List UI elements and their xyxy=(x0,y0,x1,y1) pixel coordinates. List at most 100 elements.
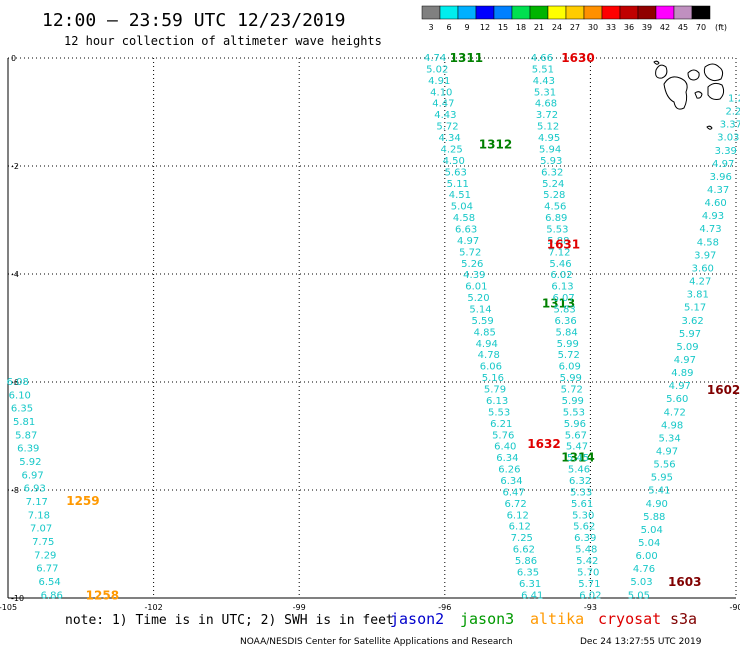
wave-height-value: 4.72 xyxy=(664,407,686,418)
legend-label: 45 xyxy=(678,23,688,32)
wave-height-value: 5.30 xyxy=(572,510,594,521)
map-title: 12:00 – 23:59 UTC 12/23/2019 xyxy=(42,10,345,31)
wave-height-value: 3.39 xyxy=(715,146,737,157)
wave-height-value: 4.97 xyxy=(669,381,691,392)
wave-height-value: 5.88 xyxy=(643,512,665,523)
wave-height-value: 6.13 xyxy=(486,396,508,407)
wave-height-value: 4.37 xyxy=(707,185,729,196)
legend-swatch xyxy=(529,5,549,20)
wave-height-value: 5.67 xyxy=(565,430,587,441)
wave-height-value: 3.37 xyxy=(720,120,740,131)
wave-height-value: 5.24 xyxy=(542,179,564,190)
track-1314: 1314 xyxy=(561,451,594,465)
wave-height-value: 5.99 xyxy=(560,373,582,384)
wave-height-value: 6.62 xyxy=(513,545,535,556)
wave-height-value: 4.95 xyxy=(538,133,560,144)
wave-height-value: 7.12 xyxy=(548,247,570,258)
legend-swatch xyxy=(493,5,513,20)
legend-label: 15 xyxy=(498,23,508,32)
wave-height-value: 4.10 xyxy=(430,87,452,98)
wave-height-value: 6.07 xyxy=(552,293,574,304)
satellite-name: altika xyxy=(530,610,584,628)
wave-height-value: 6.34 xyxy=(500,476,522,487)
track-time-label: 1631 xyxy=(547,237,580,251)
track-1631: 1631 xyxy=(547,237,580,251)
wave-height-value: 5.34 xyxy=(658,433,680,444)
y-tick-label: -4 xyxy=(11,270,19,279)
wave-height-value: 4.85 xyxy=(474,327,496,338)
color-legend: 3 6 9 12 15 18 21 24 27 30 33 36 39 42 45 70 xyxy=(421,5,711,32)
wave-height-value: 5.16 xyxy=(482,373,504,384)
track-1602: 1.2 2.2 3.37 3.03 3.39 4.97 3.96 4.37 4.60 4.93 4.… xyxy=(628,94,740,602)
wave-height-value: 6.10 xyxy=(9,390,31,401)
legend-swatch xyxy=(601,5,621,20)
wave-height-value: 3.03 xyxy=(717,133,739,144)
track-1630: 4.665.514.435.314.683.725.124.955.945.93… xyxy=(531,51,602,601)
legend-swatch xyxy=(691,5,711,20)
wave-height-value: 5.26 xyxy=(461,259,483,270)
wave-height-value: 4.66 xyxy=(531,53,553,64)
wave-height-value: 7.07 xyxy=(30,524,52,535)
legend-label: 36 xyxy=(624,23,634,32)
wave-height-value: 6.31 xyxy=(519,579,541,590)
wave-height-value: 5.33 xyxy=(570,487,592,498)
wave-height-value: 4.50 xyxy=(443,156,465,167)
wave-height-value: 6.06 xyxy=(480,362,502,373)
wave-height-value: 5.79 xyxy=(484,385,506,396)
wave-height-value: 5.60 xyxy=(666,394,688,405)
wave-height-value: 7.18 xyxy=(28,510,50,521)
satellite-name: jason2 xyxy=(390,610,444,628)
wave-height-value: 5.93 xyxy=(540,156,562,167)
legend-label: 30 xyxy=(588,23,598,32)
wave-height-value: 5.09 xyxy=(676,342,698,353)
wave-height-value: 4.78 xyxy=(478,350,500,361)
wave-height-value: 5.99 xyxy=(562,396,584,407)
legend-label: 27 xyxy=(570,23,580,32)
wave-height-value: 6.35 xyxy=(517,567,539,578)
legend-swatch xyxy=(637,5,657,20)
track-1259: 6.08 6.10 6.35 5.81 5.87 6.39 5.92 6.97 6.93 7.17… xyxy=(7,377,100,601)
track-time-label: 1314 xyxy=(561,451,594,465)
wave-height-value: 5.02 xyxy=(426,64,448,75)
wave-height-value: 5.76 xyxy=(492,430,514,441)
satellite-name: jason3 xyxy=(460,610,514,628)
wave-height-value: 6.86 xyxy=(41,590,63,601)
legend-swatch xyxy=(457,5,477,20)
wave-height-value: 5.63 xyxy=(445,167,467,178)
wave-height-value: 5.72 xyxy=(558,350,580,361)
wave-height-value: 5.42 xyxy=(576,556,598,567)
wave-height-value: 6.54 xyxy=(38,577,60,588)
wave-height-value: 4.51 xyxy=(449,190,471,201)
wave-height-value: 3.72 xyxy=(536,110,558,121)
legend-swatch xyxy=(619,5,639,20)
wave-height-value: 6.02 xyxy=(579,590,601,601)
y-tick-label: -6 xyxy=(11,378,19,387)
wave-height-value: 4.90 xyxy=(646,499,668,510)
track-1603: 1603 xyxy=(668,575,701,589)
legend-swatch xyxy=(439,5,459,20)
wave-height-value: 4.68 xyxy=(535,99,557,110)
wave-height-value: 7.17 xyxy=(26,497,48,508)
wave-height-value: 6.12 xyxy=(507,510,529,521)
wave-height-value: 5.31 xyxy=(534,87,556,98)
wave-height-value: 5.84 xyxy=(555,327,577,338)
wave-height-value: 6.35 xyxy=(11,404,33,415)
wave-height-value: 6.34 xyxy=(496,453,518,464)
wave-height-value: 4.27 xyxy=(689,277,711,288)
wave-height-value: 5.71 xyxy=(578,579,600,590)
wave-height-value: 4.73 xyxy=(699,224,721,235)
wave-height-value: 4.98 xyxy=(661,420,683,431)
wave-height-value: 5.46 xyxy=(568,465,590,476)
legend-swatch xyxy=(421,5,441,20)
legend-swatch xyxy=(547,5,567,20)
wave-height-value: 6.26 xyxy=(498,465,520,476)
wave-height-value: 5.03 xyxy=(630,577,652,588)
wave-height-value: 4.60 xyxy=(704,198,726,209)
map-grid: -105 -102 -99 -96 -93 -90 0 -2 -4 -6 -8 -10 xyxy=(0,54,740,612)
wave-height-value: 5.86 xyxy=(515,556,537,567)
wave-height-value: 5.72 xyxy=(459,247,481,258)
track-time-label: 1313 xyxy=(542,297,575,311)
wave-height-value: 6.09 xyxy=(559,362,581,373)
wave-height-value: 4.34 xyxy=(438,133,460,144)
wave-height-value: 4.93 xyxy=(702,211,724,222)
